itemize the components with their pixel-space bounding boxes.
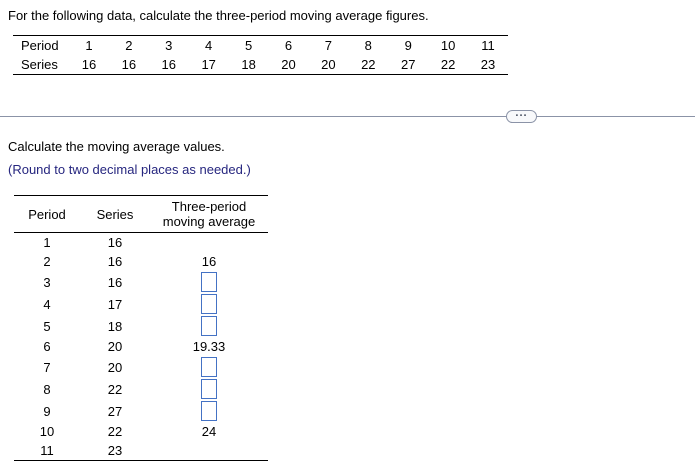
period-cell: 7 [43,359,51,375]
series-value-cell: 16 [121,57,137,72]
series-value-cell: 22 [440,57,456,72]
moving-average-cell [150,293,268,315]
series-cell: 22 [107,424,123,439]
moving-average-cell [150,271,268,293]
moving-average-input[interactable] [201,294,217,314]
divider-line [0,116,695,117]
table-row: 1 16 [14,233,268,253]
period-cell: 4 [43,296,51,312]
rounding-note: (Round to two decimal places as needed.) [8,162,251,177]
section-divider: ... [0,107,695,123]
moving-average-input[interactable] [201,272,217,292]
period-value-cell: 11 [481,38,495,53]
divider-expand-button[interactable]: ... [506,107,537,123]
period-cell: 9 [43,403,51,419]
moving-average-cell [150,233,268,253]
series-value-cell: 20 [281,57,296,72]
period-value-cell: 5 [244,38,253,53]
moving-average-cell: 16 [201,254,217,269]
period-cell: 5 [43,318,51,334]
moving-average-cell [150,441,268,461]
period-cell: 8 [43,381,51,397]
series-value-cell: 16 [161,57,176,72]
series-cell: 20 [107,359,123,375]
answer-table: Period Series Three-period moving averag… [14,195,268,461]
moving-average-input[interactable] [201,316,217,336]
moving-average-cell: 24 [201,424,217,439]
series-cell: 17 [107,296,123,312]
series-cell: 22 [107,381,123,397]
series-row-label: Series [21,57,58,72]
moving-average-input[interactable] [201,401,217,421]
table-row: 2 16 16 [14,252,268,271]
period-cell: 3 [43,274,51,290]
period-value-cell: 3 [165,38,173,53]
period-value-cell: 9 [404,38,412,53]
series-value-cell: 16 [81,57,97,72]
answer-table-header-row: Period Series Three-period moving averag… [14,195,268,233]
moving-average-cell [150,378,268,400]
series-value-cell: 23 [480,57,496,72]
series-cell: 16 [107,274,123,290]
answer-prompt: Calculate the moving average values. [8,139,225,154]
answer-table-body: 1 16 2 16 16 3 16 4 17 5 18 6 20 19.33 7 20 8 22 9 27 10 22 24… [14,233,268,461]
header-period: Period [14,195,80,233]
table-row: 3 16 [14,271,268,293]
table-row: 4 17 [14,293,268,315]
series-value-cell: 18 [241,57,256,72]
table-row: 10 22 24 [14,422,268,441]
header-moving-average: Three-period moving average [150,195,268,233]
period-value-cell: 4 [205,38,213,53]
series-cell: 18 [107,318,123,334]
table-row: 11 23 [14,441,268,461]
question-page: For the following data, calculate the th… [0,8,695,476]
period-cell: 11 [40,443,54,458]
period-row: Period 1 2 3 4 5 6 7 8 9 10 11 [13,36,508,56]
moving-average-input[interactable] [201,357,217,377]
period-cell: 10 [39,424,55,439]
period-cell: 6 [43,339,51,354]
period-value-cell: 8 [364,38,372,53]
period-value-cell: 1 [85,38,93,53]
ellipsis-icon: ... [515,107,528,119]
table-row: 5 18 [14,315,268,337]
series-cell: 16 [107,254,123,269]
period-value-cell: 10 [440,38,456,53]
series-cell: 27 [107,403,123,419]
series-value-cell: 22 [361,57,376,72]
period-cell: 2 [43,254,51,269]
moving-average-cell [150,356,268,378]
moving-average-cell: 19.33 [192,339,226,354]
series-cell: 16 [107,235,123,250]
series-value-cell: 27 [400,57,416,72]
series-cell: 20 [107,339,123,354]
table-row: 8 22 [14,378,268,400]
table-row: 9 27 [14,400,268,422]
moving-average-cell [150,400,268,422]
period-value-cell: 7 [324,38,332,53]
table-row: 7 20 [14,356,268,378]
series-cell: 23 [107,443,123,458]
given-data-table: Period 1 2 3 4 5 6 7 8 9 10 11 Series 16 16 16 17 18 20… [13,35,508,75]
period-value-cell: 2 [125,38,133,53]
period-cell: 1 [43,235,51,250]
question-instruction: For the following data, calculate the th… [8,8,429,23]
series-value-cell: 20 [321,57,336,72]
table-row: 6 20 19.33 [14,337,268,356]
series-value-cell: 17 [201,57,216,72]
period-row-label: Period [21,38,59,53]
moving-average-input[interactable] [201,379,217,399]
moving-average-cell [150,315,268,337]
header-series: Series [80,195,150,233]
series-row: Series 16 16 16 17 18 20 20 22 27 22 23 [13,55,508,75]
period-value-cell: 6 [284,38,293,53]
